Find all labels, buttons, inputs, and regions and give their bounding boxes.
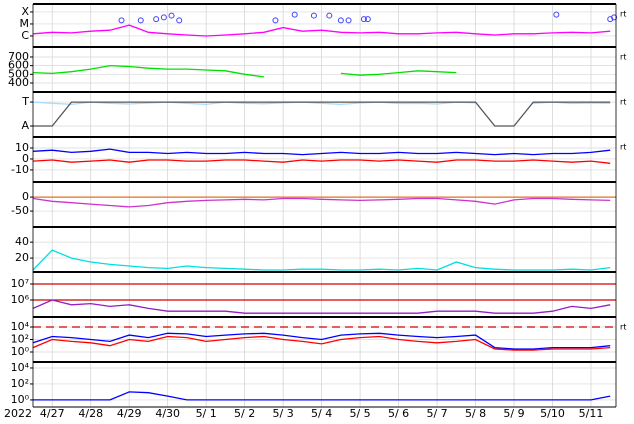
x-tick-label: 5/ 7 <box>426 407 447 420</box>
y-tick-label: 600 <box>8 59 29 72</box>
x-tick-label: 5/ 3 <box>273 407 294 420</box>
data-line <box>32 335 611 351</box>
y-tick-label: -50 <box>11 204 29 217</box>
x-tick-label: 5/10 <box>540 407 565 420</box>
y-tick-label: 10⁷ <box>11 277 29 290</box>
y-tick-label: 10⁴ <box>11 361 30 374</box>
event-marker <box>553 11 560 18</box>
y-tick-label: 10² <box>11 377 29 390</box>
x-tick-label: 5/ 8 <box>465 407 486 420</box>
event-marker <box>360 16 367 23</box>
x-axis-year: 2022 <box>4 407 32 420</box>
x-tick-label: 4/30 <box>155 407 180 420</box>
event-marker <box>168 12 175 19</box>
x-tick-label: 5/ 6 <box>388 407 409 420</box>
data-line <box>32 64 457 78</box>
data-line <box>32 148 611 156</box>
right-label: rt <box>620 98 626 107</box>
x-tick-label: 5/ 4 <box>311 407 332 420</box>
y-tick-label: 500 <box>8 67 29 80</box>
x-tick-label: 5/ 9 <box>503 407 524 420</box>
y-tick-label: 0 <box>22 190 29 203</box>
y-tick-label: 10⁰ <box>11 393 30 406</box>
data-line <box>32 249 611 271</box>
event-marker <box>310 12 317 19</box>
y-tick-label: 0 <box>22 152 29 165</box>
x-tick-label: 5/ 1 <box>196 407 217 420</box>
event-marker <box>137 17 144 24</box>
y-tick-label: M <box>20 17 30 30</box>
x-tick-label: 5/11 <box>579 407 604 420</box>
y-tick-label: 20 <box>15 251 29 264</box>
y-tick-label: A <box>21 119 29 132</box>
data-line <box>32 332 611 350</box>
y-tick-label: 10⁰ <box>11 345 30 358</box>
event-marker <box>611 14 618 21</box>
right-label: rt <box>620 53 626 62</box>
event-marker <box>291 11 298 18</box>
right-label: rt <box>620 10 626 19</box>
data-line <box>32 159 611 164</box>
x-tick-label: 5/ 5 <box>349 407 370 420</box>
event-marker <box>364 16 371 23</box>
event-marker <box>326 12 333 19</box>
y-tick-label: T <box>21 95 29 108</box>
data-line <box>32 197 611 208</box>
right-label: rt <box>620 323 626 332</box>
y-tick-label: 10² <box>11 333 29 346</box>
event-marker <box>160 14 167 21</box>
y-tick-label: 10⁶ <box>11 293 30 306</box>
x-tick-label: 4/27 <box>40 407 65 420</box>
data-line <box>33 391 611 401</box>
y-tick-label: 400 <box>8 76 29 89</box>
y-tick-label: 40 <box>15 235 29 248</box>
right-label: rt <box>620 143 626 152</box>
y-tick-label: 700 <box>8 50 29 63</box>
y-tick-label: 10 <box>15 141 29 154</box>
y-tick-label: X <box>21 5 29 18</box>
x-tick-label: 5/ 2 <box>234 407 255 420</box>
event-marker <box>345 17 352 24</box>
event-marker <box>272 17 279 24</box>
event-marker <box>153 16 160 23</box>
event-marker <box>337 17 344 24</box>
y-tick-label: C <box>21 29 29 42</box>
y-tick-label: -10 <box>11 163 29 176</box>
x-tick-label: 4/29 <box>117 407 142 420</box>
data-line <box>33 101 611 127</box>
data-line <box>32 24 611 37</box>
event-marker <box>118 17 125 24</box>
data-line <box>32 299 611 314</box>
event-marker <box>176 17 183 24</box>
x-tick-label: 4/28 <box>78 407 103 420</box>
y-tick-label: 10⁴ <box>11 320 30 333</box>
